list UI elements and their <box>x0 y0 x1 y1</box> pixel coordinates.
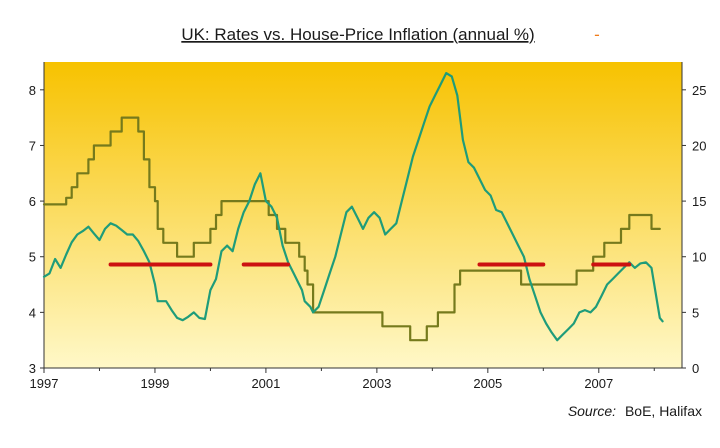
plot-area <box>44 62 682 368</box>
right-tick-label: 15 <box>692 194 706 209</box>
right-tick-label: 0 <box>692 361 699 376</box>
chart-title: UK: Rates vs. House-Price Inflation (ann… <box>181 25 534 44</box>
left-tick-label: 6 <box>29 194 36 209</box>
source-label: Source: <box>568 403 616 419</box>
x-tick-label: 1997 <box>30 376 59 391</box>
right-tick-label: 25 <box>692 83 706 98</box>
left-tick-label: 3 <box>29 361 36 376</box>
axis-ticks: 3 4 5 6 7 8 0 5 10 15 20 25 1997 1999 2001 2003 2005 2007 <box>29 83 707 391</box>
source-text: BoE, Halifax <box>625 403 702 419</box>
source-caption: Source: BoE, Halifax <box>568 403 702 419</box>
right-tick-label: 20 <box>692 138 706 153</box>
x-tick-label: 2007 <box>584 376 613 391</box>
x-tick-label: 1999 <box>140 376 169 391</box>
chart-marks <box>42 72 664 342</box>
x-tick-label: 2005 <box>473 376 502 391</box>
series-line-right-axis <box>42 72 664 342</box>
left-tick-label: 8 <box>29 83 36 98</box>
left-tick-label: 7 <box>29 138 36 153</box>
x-tick-label: 2003 <box>362 376 391 391</box>
x-tick-label: 2001 <box>251 376 280 391</box>
left-tick-label: 4 <box>29 305 36 320</box>
right-tick-label: 5 <box>692 305 699 320</box>
left-tick-label: 5 <box>29 250 36 265</box>
right-tick-label: 10 <box>692 250 706 265</box>
title-marker: - <box>594 25 600 44</box>
